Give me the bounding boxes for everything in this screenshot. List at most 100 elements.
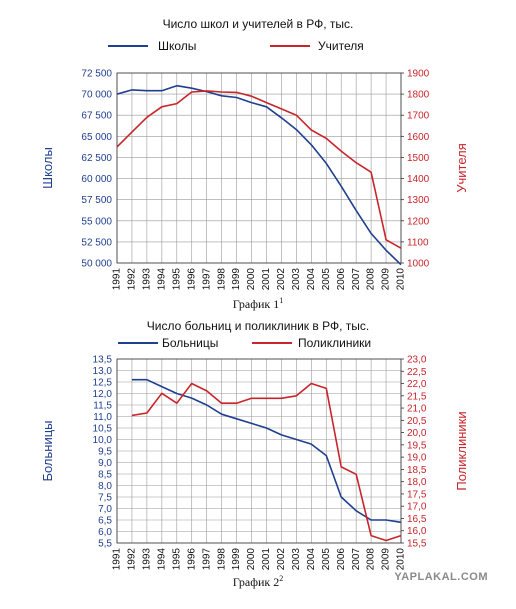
left-axis-label: Школы	[40, 147, 55, 189]
series-line-right	[131, 382, 402, 542]
left-tick-label: 65 000	[81, 132, 112, 143]
left-tick-label: 13,5	[93, 355, 113, 366]
x-tick-label: 1998	[216, 268, 227, 291]
right-tick-label: 1400	[407, 174, 430, 185]
x-tick-label: 2008	[366, 548, 377, 571]
right-tick-label: 1100	[407, 237, 429, 248]
left-tick-label: 55 000	[81, 216, 112, 227]
right-tick-label: 1900	[407, 69, 430, 80]
plot-frame	[116, 358, 402, 544]
left-tick-label: 9,0	[98, 458, 112, 469]
grid	[116, 358, 404, 544]
left-tick-label: 72 500	[81, 69, 112, 80]
x-tick-label: 1998	[216, 548, 227, 571]
chart-hospitals-clinics: Число больниц и поликлиник в РФ, тыс. Бо…	[40, 319, 469, 589]
right-tick-label: 20,0	[407, 428, 427, 439]
x-tick-label: 2004	[306, 548, 317, 571]
legend-label-right: Учителя	[318, 39, 364, 53]
right-tick-label: 22,5	[407, 367, 427, 378]
x-tick-label: 2000	[246, 548, 257, 571]
left-tick-label: 11,0	[93, 412, 112, 423]
left-tick-label: 6,0	[98, 527, 112, 538]
x-tick-label: 1995	[171, 548, 182, 571]
right-tick-label: 23,0	[407, 355, 427, 366]
plot-frame	[116, 72, 402, 264]
x-tick-label: 1995	[171, 268, 182, 291]
right-tick-label: 16,5	[407, 514, 427, 525]
left-tick-label: 13,0	[93, 366, 113, 377]
legend-label-left: Больницы	[162, 336, 218, 350]
x-axis-ticks: 1991 1992 1993 1994 1995 1996 1997 1998 1999 2000…	[112, 268, 407, 291]
chart-caption: График 22	[233, 574, 284, 589]
x-tick-label: 2006	[336, 268, 347, 291]
left-tick-label: 62 500	[81, 153, 112, 164]
right-tick-label: 1000	[407, 259, 430, 270]
left-tick-label: 7,0	[98, 504, 112, 515]
left-tick-label: 60 000	[81, 174, 112, 185]
right-tick-label: 19,5	[407, 440, 427, 451]
series-line-right	[116, 90, 402, 249]
legend: Больницы Поликлиники	[118, 336, 371, 350]
x-tick-label: 2005	[321, 548, 332, 571]
x-tick-label: 2006	[336, 548, 347, 571]
grid	[116, 72, 404, 264]
x-tick-label: 1991	[112, 548, 123, 571]
left-tick-label: 67 500	[81, 111, 112, 122]
right-tick-label: 20,5	[407, 416, 427, 427]
right-tick-label: 1600	[407, 132, 430, 143]
series	[131, 378, 402, 542]
left-tick-label: 9,5	[98, 447, 112, 458]
left-tick-label: 12,0	[93, 389, 113, 400]
x-tick-label: 2003	[291, 268, 302, 291]
left-tick-label: 8,0	[98, 481, 112, 492]
x-tick-label: 1993	[142, 268, 153, 291]
left-tick-label: 8,5	[98, 470, 112, 481]
left-tick-label: 52 500	[81, 237, 112, 248]
x-tick-label: 1993	[142, 548, 153, 571]
x-tick-label: 1994	[156, 268, 167, 291]
legend: Школы Учителя	[108, 39, 364, 53]
right-tick-label: 19,0	[407, 453, 427, 464]
chart-schools-teachers: Число школ и учителей в РФ, тыс. Школы У…	[40, 17, 469, 311]
left-tick-label: 5,5	[98, 539, 112, 550]
x-tick-label: 2007	[351, 268, 362, 291]
series-line-left	[116, 84, 402, 266]
right-axis-ticks: 15,5 16,016,517,0 17,518,018,519,0 19,520,0…	[407, 355, 427, 550]
x-tick-label: 1999	[231, 548, 242, 571]
x-tick-label: 2010	[396, 548, 407, 571]
right-axis-label: Поликлиники	[454, 411, 469, 490]
x-tick-label: 2009	[381, 268, 392, 291]
x-tick-label: 2005	[321, 268, 332, 291]
right-tick-label: 1300	[407, 195, 430, 206]
x-tick-label: 1991	[112, 268, 123, 291]
right-tick-label: 18,0	[407, 477, 427, 488]
x-tick-label: 2008	[366, 268, 377, 291]
x-tick-label: 2004	[306, 268, 317, 291]
x-tick-label: 1996	[186, 548, 197, 571]
x-tick-label: 1992	[127, 268, 138, 291]
chart-caption: График 11	[233, 296, 284, 311]
x-tick-label: 1997	[201, 268, 212, 291]
x-tick-label: 2001	[261, 548, 272, 571]
x-tick-label: 1992	[127, 548, 138, 571]
x-tick-label: 2007	[351, 548, 362, 571]
right-tick-label: 22,0	[407, 379, 427, 390]
x-tick-label: 1997	[201, 548, 212, 571]
series	[116, 84, 402, 266]
right-axis-ticks: 1000 1100 1200 1300 1400 1500 1600 1700 1800 1900	[407, 69, 430, 270]
right-tick-label: 17,0	[407, 502, 427, 513]
left-tick-label: 10,5	[93, 424, 113, 435]
right-tick-label: 18,5	[407, 465, 427, 476]
x-tick-label: 2002	[276, 268, 287, 291]
watermark: YAPLAKAL.COM	[394, 571, 488, 583]
caption-sup: 2	[279, 574, 283, 583]
x-tick-label: 2003	[291, 548, 302, 571]
right-tick-label: 1200	[407, 216, 430, 227]
left-axis-label: Больницы	[40, 420, 55, 481]
x-axis-ticks: 1991 1992 1993 1994 1995 1996 1997 1998 1999 2000…	[112, 548, 407, 571]
series-line-left	[131, 378, 402, 524]
x-tick-label: 2009	[381, 548, 392, 571]
legend-label-left: Школы	[158, 39, 196, 53]
left-tick-label: 6,5	[98, 516, 112, 527]
right-tick-label: 21,5	[407, 391, 427, 402]
